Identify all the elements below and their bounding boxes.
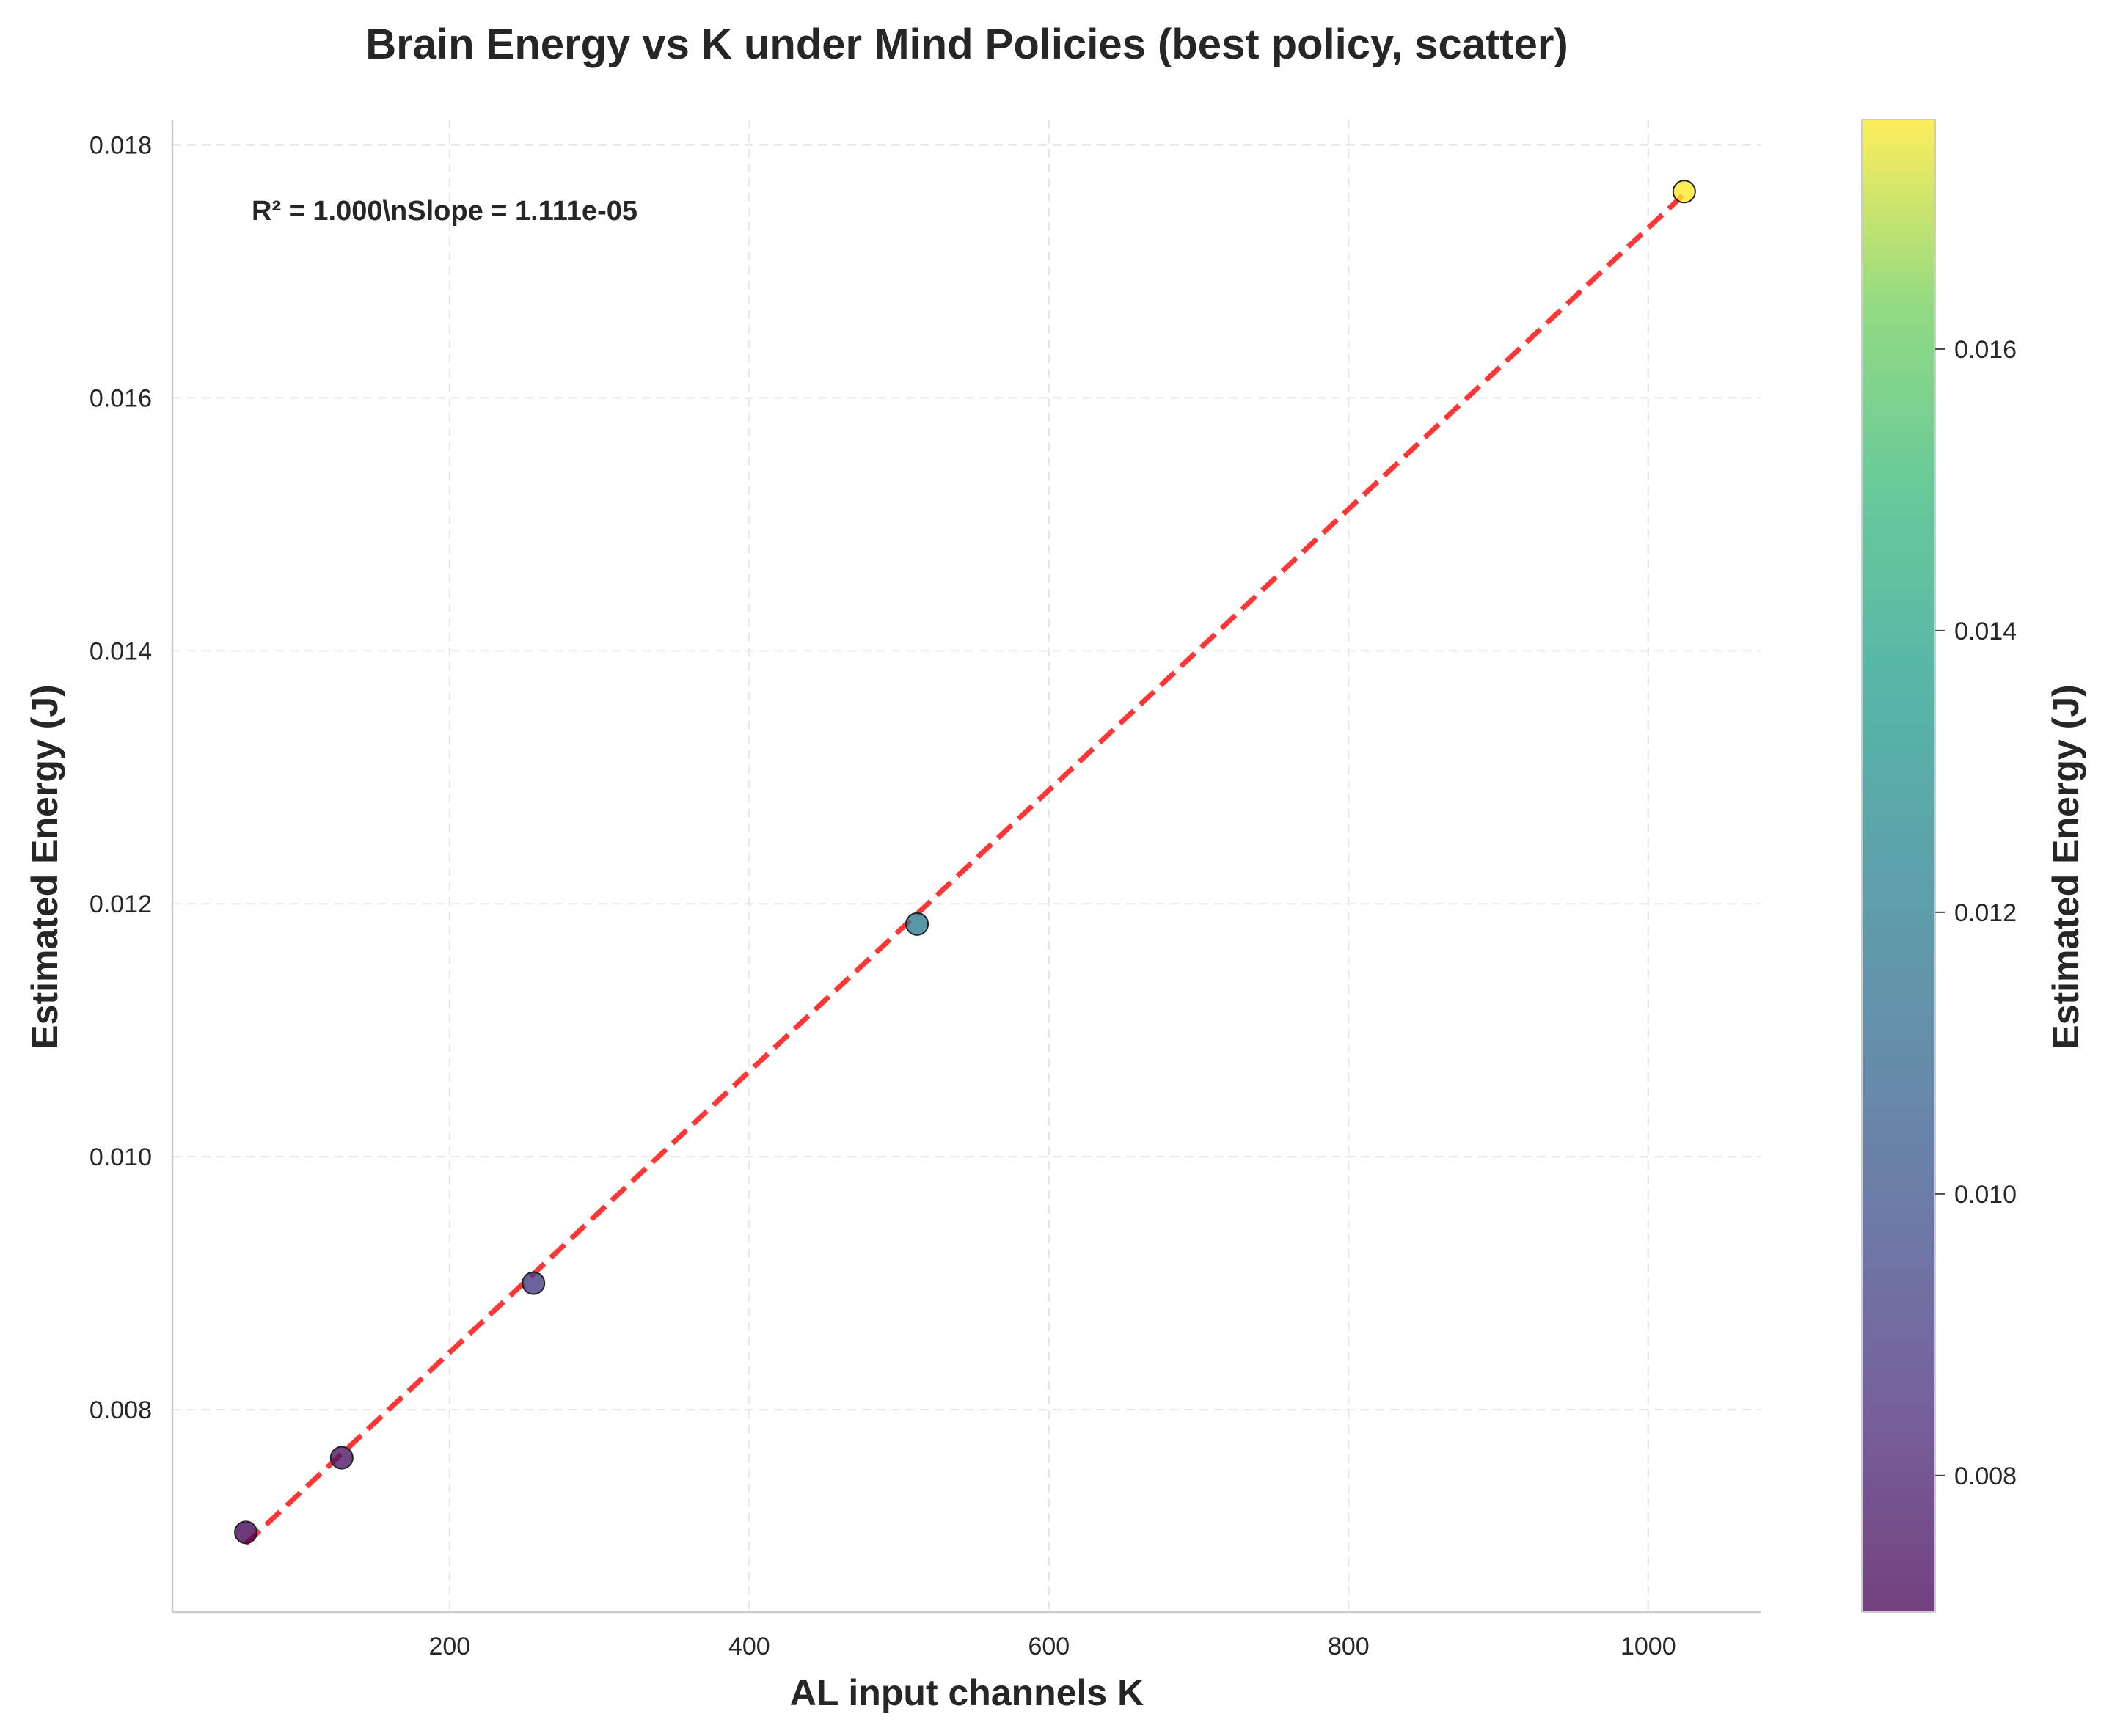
chart-title: Brain Energy vs K under Mind Policies (b… xyxy=(365,21,1568,68)
x-axis-ticks: 200 400 600 800 1000 xyxy=(428,1633,1676,1660)
y-tick-label: 0.012 xyxy=(89,890,152,918)
scatter-points xyxy=(234,180,1696,1545)
x-tick-label: 200 xyxy=(428,1633,470,1660)
data-point xyxy=(1672,180,1696,204)
data-point xyxy=(234,1520,258,1545)
colorbar-label: Estimated Energy (J) xyxy=(2045,684,2086,1049)
x-tick-label: 800 xyxy=(1328,1633,1370,1660)
y-tick-label: 0.008 xyxy=(89,1396,152,1424)
colorbar-gradient xyxy=(1861,119,1936,1613)
colorbar-ticks: 0.008 0.010 0.012 0.014 0.016 xyxy=(1935,336,2017,1490)
x-axis-label: AL input channels K xyxy=(790,1672,1144,1713)
x-tick-label: 1000 xyxy=(1620,1633,1676,1660)
colorbar: 0.008 0.010 0.012 0.014 0.016 Estimated Ener… xyxy=(1861,119,2086,1613)
colorbar-tick-label: 0.008 xyxy=(1954,1462,2017,1490)
y-tick-label: 0.018 xyxy=(89,131,152,159)
fit-line-group xyxy=(244,192,1687,1546)
y-axis-label: Estimated Energy (J) xyxy=(24,684,65,1049)
x-tick-label: 400 xyxy=(728,1633,770,1660)
data-point xyxy=(905,912,929,936)
data-point xyxy=(522,1271,546,1295)
grid-lines xyxy=(172,120,1761,1612)
data-point xyxy=(329,1446,354,1470)
colorbar-tick-label: 0.010 xyxy=(1954,1181,2017,1209)
y-axis-ticks: 0.008 0.010 0.012 0.014 0.016 0.018 xyxy=(89,131,152,1424)
colorbar-tick-label: 0.012 xyxy=(1954,899,2017,927)
x-tick-label: 600 xyxy=(1028,1633,1070,1660)
fit-annotation: R² = 1.000\nSlope = 1.111e-05 xyxy=(252,196,637,227)
y-tick-label: 0.014 xyxy=(89,637,152,665)
axes xyxy=(171,120,1761,1614)
y-tick-label: 0.010 xyxy=(89,1143,152,1171)
colorbar-tick-label: 0.014 xyxy=(1954,618,2017,645)
y-tick-label: 0.016 xyxy=(89,384,152,412)
fit-line xyxy=(244,192,1687,1546)
colorbar-tick-label: 0.016 xyxy=(1954,336,2017,364)
